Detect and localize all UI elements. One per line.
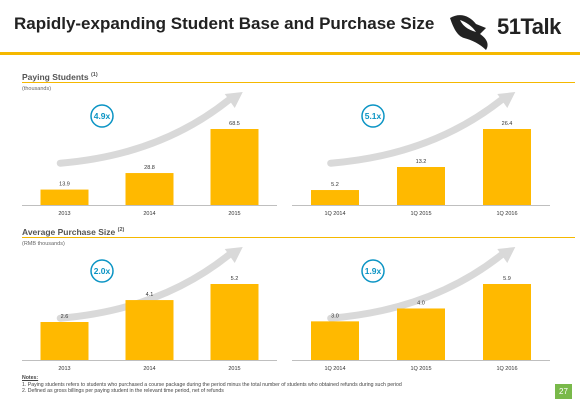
bar <box>125 173 174 205</box>
x-tick-label: 1Q 2014 <box>324 366 345 372</box>
growth-arrow-head <box>224 247 243 263</box>
bar <box>311 321 359 360</box>
data-label: 5.2 <box>331 182 339 188</box>
multiplier-text: 4.9x <box>94 111 111 121</box>
data-label: 4.0 <box>417 300 425 306</box>
page-number: 27 <box>555 384 572 399</box>
bar <box>40 189 89 205</box>
x-tick-label: 1Q 2015 <box>410 366 431 372</box>
chart-purchase-size-quarterly: 3.0 1Q 2014 4.0 1Q 2015 5.9 1Q 2016 1.9x <box>292 247 550 372</box>
multiplier-text: 2.0x <box>94 266 111 276</box>
growth-arrow <box>327 92 516 167</box>
bar <box>125 300 174 360</box>
growth-arrow <box>56 247 243 322</box>
growth-arrow <box>56 92 243 167</box>
section-title-superscript: (2) <box>117 227 125 234</box>
growth-multiplier-badge: 5.1x <box>361 104 385 128</box>
logo-text: 51Talk <box>497 14 561 39</box>
section-title-text: Paying Students <box>22 72 89 82</box>
logo-bird-icon <box>450 15 488 50</box>
data-label: 68.5 <box>229 121 240 127</box>
x-tick-label: 1Q 2016 <box>496 211 517 217</box>
x-tick-label: 2015 <box>228 211 240 217</box>
x-tick-label: 2013 <box>58 211 70 217</box>
chart-purchase-size-annual: 2.6 2013 4.1 2014 5.2 2015 2.0x <box>22 247 277 372</box>
section-title-average-purchase-size: Average Purchase Size (2) <box>22 227 124 237</box>
x-tick-label: 1Q 2014 <box>324 211 345 217</box>
data-label: 13.9 <box>59 182 70 188</box>
section-rule-paying-students <box>22 82 575 83</box>
section-unit-average-purchase-size: (RMB thousands) <box>22 241 65 247</box>
growth-arrow-shaft <box>56 96 233 167</box>
growth-arrow-head <box>497 247 516 263</box>
x-tick-label: 1Q 2015 <box>410 211 431 217</box>
growth-arrow <box>327 247 516 322</box>
growth-arrow-head <box>497 92 516 108</box>
data-label: 5.2 <box>231 276 239 282</box>
notes-heading: Notes: <box>22 375 39 381</box>
bar <box>210 284 259 360</box>
growth-multiplier-badge: 2.0x <box>90 259 114 283</box>
growth-arrow-head <box>224 92 243 108</box>
note-item-1: 1. Paying students refers to students wh… <box>22 381 402 388</box>
growth-arrow-shaft <box>327 96 505 167</box>
data-label: 13.2 <box>416 159 427 165</box>
x-tick-label: 2014 <box>143 366 155 372</box>
chart-paying-students-quarterly: 5.2 1Q 2014 13.2 1Q 2015 26.4 1Q 2016 5.1x <box>292 92 550 217</box>
bar <box>311 190 359 205</box>
notes: Notes: 1. Paying students refers to stud… <box>22 375 402 395</box>
section-rule-average-purchase-size <box>22 237 575 238</box>
growth-multiplier-badge: 1.9x <box>361 259 385 283</box>
growth-multiplier-badge: 4.9x <box>90 104 114 128</box>
multiplier-text: 5.1x <box>365 111 382 121</box>
multiplier-circle <box>90 104 114 128</box>
bar <box>483 284 531 360</box>
bar <box>483 129 531 205</box>
x-tick-label: 2014 <box>143 211 155 217</box>
bar <box>210 129 259 205</box>
data-label: 5.9 <box>503 276 511 282</box>
multiplier-circle <box>90 259 114 283</box>
data-label: 28.8 <box>144 165 155 171</box>
data-label: 2.6 <box>61 314 69 320</box>
x-tick-label: 2013 <box>58 366 70 372</box>
bar <box>397 308 445 360</box>
multiplier-circle <box>361 104 385 128</box>
bar <box>397 167 445 205</box>
x-tick-label: 2015 <box>228 366 240 372</box>
data-label: 3.0 <box>331 313 339 319</box>
slide-title: Rapidly-expanding Student Base and Purch… <box>14 14 435 33</box>
section-title-superscript: (1) <box>90 72 98 79</box>
section-title-text: Average Purchase Size <box>22 227 116 237</box>
bar <box>40 322 89 360</box>
multiplier-text: 1.9x <box>365 266 382 276</box>
multiplier-circle <box>361 259 385 283</box>
note-item-2: 2. Defined as gross billings per paying … <box>22 388 224 395</box>
section-unit-paying-students: (thousands) <box>22 86 52 92</box>
x-tick-label: 1Q 2016 <box>496 366 517 372</box>
section-title-paying-students: Paying Students (1) <box>22 72 98 82</box>
header-rule <box>0 52 580 55</box>
growth-arrow-shaft <box>327 251 505 322</box>
growth-arrow-shaft <box>56 251 233 322</box>
data-label: 4.1 <box>146 292 154 298</box>
data-label: 26.4 <box>502 121 513 127</box>
chart-paying-students-annual: 13.9 2013 28.8 2014 68.5 2015 4.9x <box>22 92 277 217</box>
